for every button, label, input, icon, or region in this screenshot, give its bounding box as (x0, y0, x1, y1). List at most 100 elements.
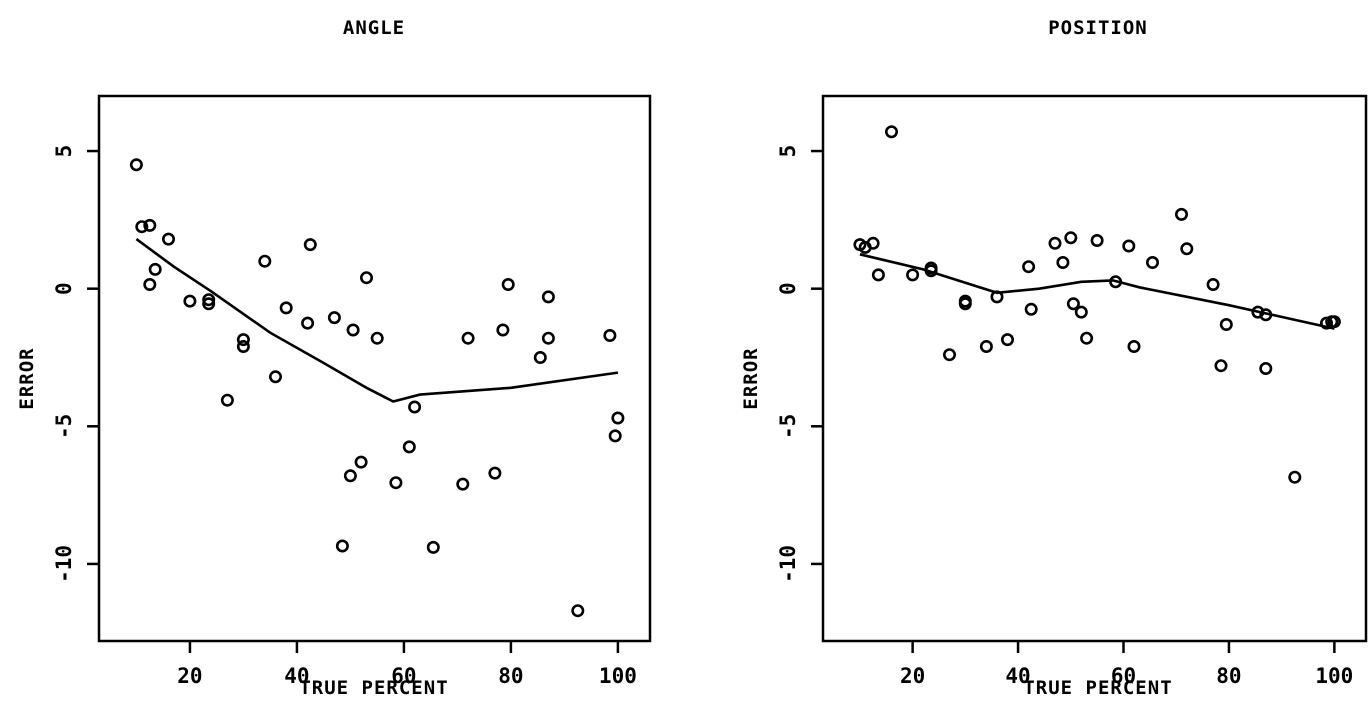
data-point (924, 264, 938, 278)
y-tick-label: -10 (52, 545, 76, 583)
data-point (162, 232, 176, 246)
data-point (571, 604, 585, 618)
data-point (354, 455, 368, 469)
y-tick-label: -5 (52, 414, 76, 439)
data-point (236, 339, 250, 353)
chart-title: ANGLE (343, 17, 405, 39)
data-point (202, 293, 216, 307)
data-point (1219, 317, 1233, 331)
x-axis-label: TRUE PERCENT (1023, 677, 1172, 699)
data-point (603, 328, 617, 342)
x-tick-label: 80 (1216, 664, 1241, 688)
data-point (1146, 255, 1160, 269)
data-point (884, 125, 898, 139)
x-tick-label: 40 (284, 664, 309, 688)
data-point (1251, 305, 1265, 319)
data-point (1080, 331, 1094, 345)
data-point (979, 339, 993, 353)
data-point (402, 440, 416, 454)
smooth-fit-line (859, 253, 1335, 330)
data-point (268, 370, 282, 384)
data-point (1056, 255, 1070, 269)
y-axis-label: ERROR (16, 347, 38, 409)
data-point (389, 476, 403, 490)
data-point (1090, 234, 1104, 248)
data-point (866, 236, 880, 250)
data-point (958, 297, 972, 311)
data-point (183, 294, 197, 308)
plot-frame (821, 94, 1368, 643)
x-tick-label: 20 (900, 664, 925, 688)
data-point (496, 323, 510, 337)
data-point (335, 539, 349, 553)
panel-angle: ANGLE 20 40 60 80 100 5 0 -5 -10 TRUE PERCENT ERROR (16, 17, 652, 699)
y-tick-label: 0 (776, 282, 800, 295)
data-point (301, 316, 315, 330)
data-point (303, 238, 317, 252)
data-point (346, 323, 360, 337)
plot-frame (97, 94, 652, 643)
data-point (501, 277, 515, 291)
data-point (202, 297, 216, 311)
data-point (370, 331, 384, 345)
data-point (1122, 239, 1136, 253)
data-point (1064, 231, 1078, 245)
data-point (1206, 277, 1220, 291)
data-point (1175, 207, 1189, 221)
data-point (135, 220, 149, 234)
data-point (426, 540, 440, 554)
x-tick-label: 100 (1315, 664, 1353, 688)
y-tick-label: -10 (776, 545, 800, 583)
data-point (143, 218, 157, 232)
data-point (148, 262, 162, 276)
y-tick-label: -5 (776, 414, 800, 439)
data-point (1327, 315, 1341, 329)
x-tick-label: 20 (177, 664, 202, 688)
data-point (143, 277, 157, 291)
x-tick-label: 40 (1005, 664, 1030, 688)
data-point (1024, 302, 1038, 316)
x-tick-label: 60 (391, 664, 416, 688)
data-point (541, 290, 555, 304)
y-tick-label: 5 (776, 145, 800, 158)
data-point (1288, 470, 1302, 484)
data-point (1000, 333, 1014, 347)
y-tick-label: 0 (52, 282, 76, 295)
data-point (129, 158, 143, 172)
data-point (871, 268, 885, 282)
data-point (611, 411, 625, 425)
data-point (541, 331, 555, 345)
data-point (533, 350, 547, 364)
panel-position: POSITION 20 40 60 80 100 5 0 -5 -10 TRUE PERCENT ER… (740, 17, 1368, 699)
data-point (1022, 260, 1036, 274)
data-point (236, 333, 250, 347)
data-point (942, 348, 956, 362)
data-point (1259, 308, 1273, 322)
smooth-fit-line (135, 238, 619, 403)
data-point (343, 469, 357, 483)
data-point (461, 331, 475, 345)
data-point (258, 254, 272, 268)
data-point (1074, 305, 1088, 319)
x-tick-label: 60 (1111, 664, 1136, 688)
data-point (220, 393, 234, 407)
data-point (488, 466, 502, 480)
data-point (1109, 275, 1123, 289)
data-point (456, 477, 470, 491)
data-point (1259, 361, 1273, 375)
x-tick-label: 80 (498, 664, 523, 688)
data-point (327, 311, 341, 325)
data-point (279, 301, 293, 315)
data-point (1180, 242, 1194, 256)
chart-title: POSITION (1048, 17, 1148, 39)
data-point (1066, 297, 1080, 311)
x-axis-label: TRUE PERCENT (299, 677, 448, 699)
data-point (906, 268, 920, 282)
y-axis-label: ERROR (740, 347, 762, 409)
data-point (990, 290, 1004, 304)
data-point (408, 400, 422, 414)
data-point (608, 429, 622, 443)
data-point (1127, 339, 1141, 353)
data-point (1214, 359, 1228, 373)
